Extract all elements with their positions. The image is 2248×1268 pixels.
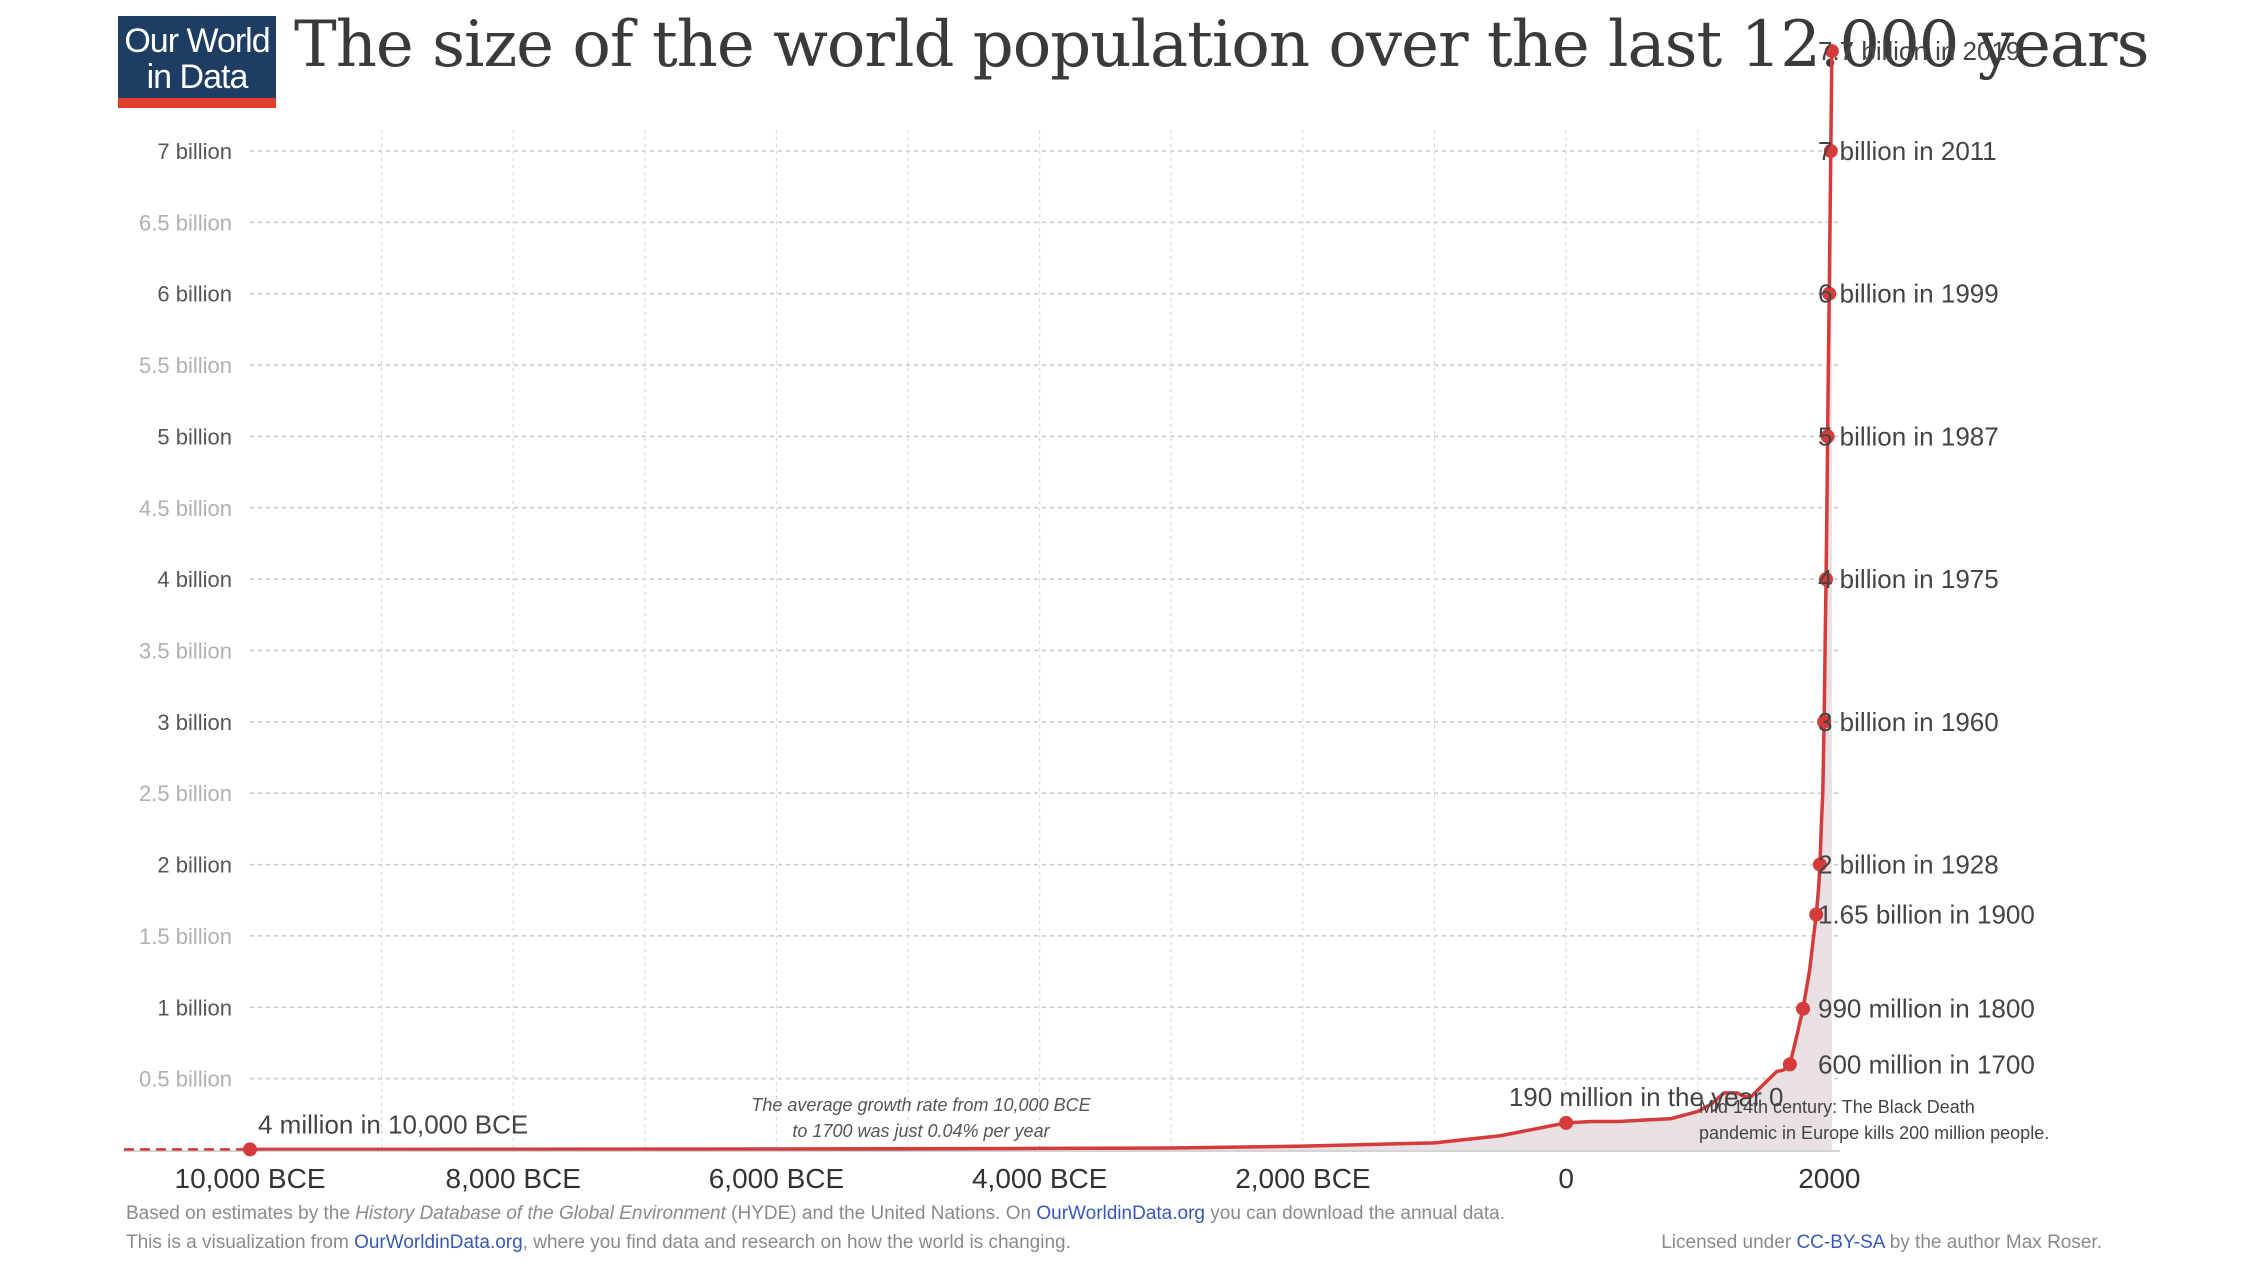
y-tick-label: 7 billion	[157, 139, 232, 164]
footer-link[interactable]: OurWorldinData.org	[354, 1232, 523, 1253]
data-point-marker	[1819, 572, 1834, 587]
population-area	[250, 51, 1832, 1151]
y-tick-label: 3 billion	[157, 710, 232, 735]
y-tick-label: 2 billion	[157, 853, 232, 878]
logo-accent-bar	[118, 98, 276, 108]
x-tick-label: 6,000 BCE	[709, 1163, 844, 1194]
black-death-note: pandemic in Europe kills 200 million peo…	[1699, 1123, 2049, 1143]
data-point-label: 990 million in 1800	[1818, 994, 2035, 1024]
footer-text: Licensed under	[1661, 1232, 1797, 1253]
data-point-marker	[1822, 286, 1837, 301]
chart-title: The size of the world population over th…	[294, 8, 2149, 82]
data-point-label: 4 million in 10,000 BCE	[258, 1109, 528, 1139]
growth-rate-note: The average growth rate from 10,000 BCE	[751, 1095, 1091, 1115]
data-point-marker	[1796, 1001, 1811, 1016]
x-tick-label: 4,000 BCE	[972, 1163, 1107, 1194]
y-tick-label: 5 billion	[157, 424, 232, 449]
logo-line-2: in Data	[146, 58, 249, 96]
population-line	[249, 51, 1834, 1152]
data-point-label: 5 billion in 1987	[1818, 421, 1999, 451]
y-tick-label: 1.5 billion	[139, 924, 232, 949]
footer-sources: Based on estimates by the History Databa…	[126, 1203, 1505, 1225]
data-point-label: 1.65 billion in 1900	[1818, 900, 2035, 930]
license-link[interactable]: CC-BY-SA	[1796, 1232, 1885, 1253]
footer-text: you can download the annual data.	[1204, 1203, 1505, 1224]
owid-logo: Our World in Data	[118, 16, 276, 108]
y-tick-label: 6.5 billion	[139, 210, 232, 235]
data-point-marker	[1820, 429, 1835, 444]
footer-text: by the author Max Roser.	[1884, 1232, 2102, 1253]
data-point-marker	[1812, 857, 1827, 872]
y-tick-label: 1 billion	[157, 995, 232, 1020]
y-tick-label: 3.5 billion	[139, 639, 232, 664]
footer-text: This is a visualization from	[126, 1232, 355, 1253]
footer-license: Licensed under CC-BY-SA by the author Ma…	[1661, 1232, 2102, 1254]
x-tick-label: 2,000 BCE	[1235, 1163, 1370, 1194]
footer-text: (HYDE) and the United Nations. On	[725, 1203, 1037, 1224]
growth-rate-note: to 1700 was just 0.04% per year	[792, 1121, 1050, 1141]
data-point-label: 600 million in 1700	[1818, 1049, 2035, 1079]
y-tick-label: 4.5 billion	[139, 496, 232, 521]
data-point-marker	[1824, 44, 1839, 59]
footer-visualization: This is a visualization from OurWorldinD…	[126, 1232, 1071, 1254]
data-point-marker	[1817, 714, 1832, 729]
footer-text: , where you find data and research on ho…	[522, 1232, 1071, 1253]
footer-link[interactable]: OurWorldinData.org	[1036, 1203, 1205, 1224]
data-point-marker	[243, 1142, 257, 1157]
x-tick-label: 10,000 BCE	[175, 1163, 326, 1194]
logo-line-1: Our World	[124, 22, 270, 60]
black-death-note: Mid 14th century: The Black Death	[1699, 1097, 1975, 1117]
y-tick-label: 4 billion	[157, 567, 232, 592]
data-point-label: 4 billion in 1975	[1818, 564, 1999, 594]
y-tick-label: 6 billion	[157, 282, 232, 307]
y-tick-label: 0.5 billion	[139, 1067, 232, 1092]
x-tick-label: 0	[1558, 1163, 1574, 1194]
data-point-label: 7 billion in 2011	[1818, 136, 1997, 166]
y-tick-label: 2.5 billion	[139, 781, 232, 806]
data-point-marker	[1809, 907, 1824, 922]
data-point-marker	[1559, 1115, 1574, 1130]
data-point-label: 2 billion in 1928	[1818, 850, 1999, 880]
data-point-marker	[1782, 1057, 1797, 1072]
x-tick-label: 8,000 BCE	[446, 1163, 581, 1194]
data-point-label: 7.7 billion in 2019	[1818, 36, 2020, 66]
data-point-label: 190 million in the year 0	[1509, 1082, 1784, 1112]
data-point-label: 3 billion in 1960	[1818, 707, 1999, 737]
data-point-marker	[1823, 144, 1838, 158]
footer-text: Based on estimates by the	[126, 1203, 356, 1224]
footer-hyde-name: History Database of the Global Environme…	[355, 1203, 726, 1224]
x-tick-label: 2000	[1798, 1163, 1860, 1194]
data-point-label: 6 billion in 1999	[1818, 279, 1999, 309]
y-tick-label: 5.5 billion	[139, 353, 232, 378]
